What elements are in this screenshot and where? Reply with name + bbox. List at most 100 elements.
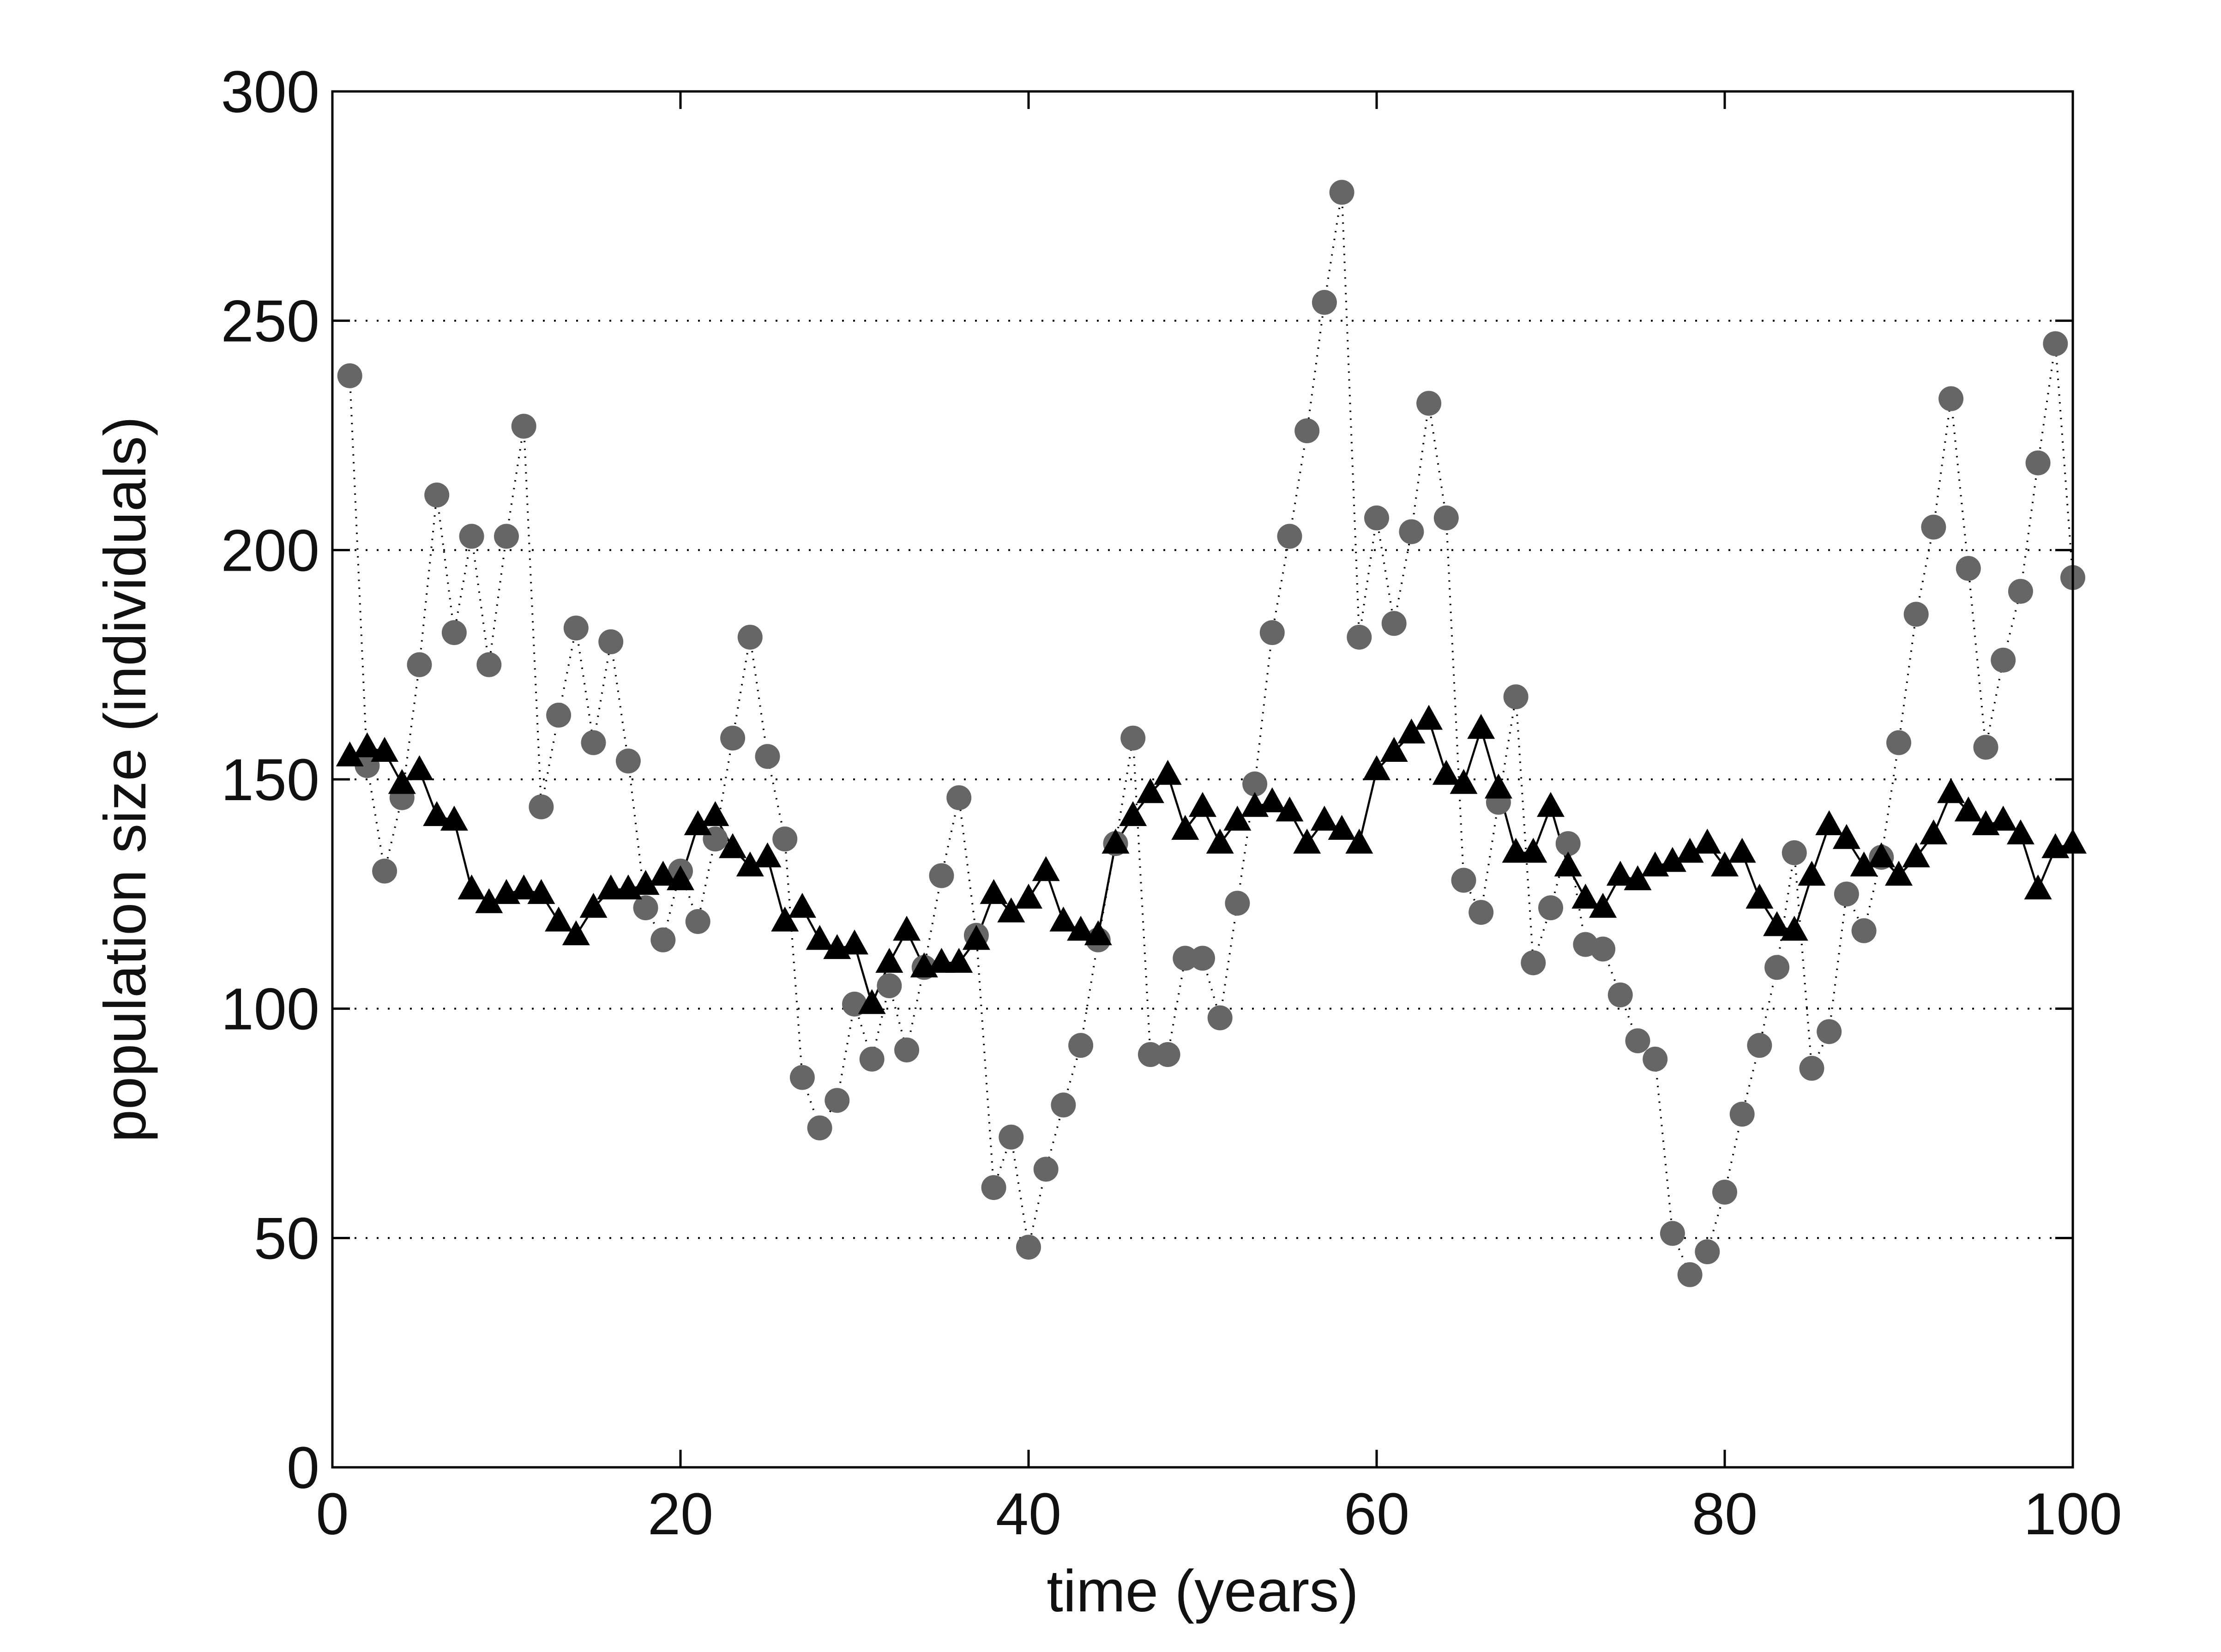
series-0-point-52 xyxy=(1225,891,1250,916)
series-0-point-92 xyxy=(1921,514,1946,540)
series-1-point-87 xyxy=(1832,824,1860,849)
series-0-point-50 xyxy=(1190,946,1215,971)
series-1-point-5 xyxy=(405,755,433,780)
series-1-point-24 xyxy=(736,851,764,877)
series-0-point-56 xyxy=(1294,418,1320,444)
series-0-point-93 xyxy=(1938,386,1964,411)
series-1-point-37 xyxy=(962,925,990,950)
x-tick-label-2: 40 xyxy=(996,1481,1061,1547)
series-0-point-41 xyxy=(1033,1157,1059,1182)
series-0-point-31 xyxy=(859,1046,885,1072)
series-1-point-63 xyxy=(1415,705,1443,730)
series-1-point-71 xyxy=(1554,851,1582,877)
series-1-point-79 xyxy=(1693,828,1721,854)
series-0-point-86 xyxy=(1817,1019,1842,1044)
series-0-point-47 xyxy=(1138,1042,1163,1067)
series-1-point-20 xyxy=(667,865,694,891)
series-1-point-85 xyxy=(1798,861,1826,886)
series-1-point-57 xyxy=(1310,806,1338,831)
series-0-point-80 xyxy=(1712,1180,1737,1205)
axis-ticks: 0 50 100 150 200 250 300 0 20 40 60 80 100 xyxy=(221,59,2122,1547)
series-1-point-43 xyxy=(1067,916,1095,941)
series-0-point-53 xyxy=(1242,771,1268,796)
series-0-point-17 xyxy=(615,748,641,774)
series-1-point-41 xyxy=(1032,856,1060,881)
series-1-point-82 xyxy=(1746,883,1774,909)
series-1-point-38 xyxy=(980,879,1008,904)
series-1-point-44 xyxy=(1084,920,1112,946)
series-0-point-81 xyxy=(1729,1102,1755,1127)
series-0-point-94 xyxy=(1956,556,1981,581)
x-tick-label-1: 20 xyxy=(648,1481,713,1547)
series-0-point-6 xyxy=(424,482,450,508)
series-1-point-11 xyxy=(510,874,538,899)
series-1-point-84 xyxy=(1780,916,1808,941)
series-1-point-65 xyxy=(1450,769,1478,794)
series-1-point-30 xyxy=(841,929,868,955)
series-1-point-88 xyxy=(1850,851,1878,877)
series-1-point-90 xyxy=(1885,861,1913,886)
series-0-point-48 xyxy=(1155,1042,1180,1067)
series-0-point-65 xyxy=(1451,868,1476,893)
series-0-point-27 xyxy=(789,1065,815,1090)
series-0-point-29 xyxy=(825,1088,850,1113)
series-1-point-73 xyxy=(1589,892,1617,918)
series-0-point-76 xyxy=(1643,1046,1668,1072)
series-0-point-33 xyxy=(894,1037,920,1063)
series-0-point-79 xyxy=(1695,1239,1720,1265)
series-0-point-5 xyxy=(407,652,432,677)
series-1-point-18 xyxy=(632,870,660,895)
series-1-point-58 xyxy=(1328,814,1356,840)
series-0-point-83 xyxy=(1764,955,1790,980)
series-1-point-51 xyxy=(1206,828,1234,854)
series-0-point-12 xyxy=(529,794,554,820)
series-1-point-2 xyxy=(353,732,381,758)
series-1-point-6 xyxy=(423,801,451,826)
series-1-point-4 xyxy=(388,769,416,794)
series-1-point-77 xyxy=(1658,847,1686,872)
series-0-point-43 xyxy=(1068,1033,1094,1058)
series-0-point-9 xyxy=(476,652,502,677)
series-1-point-32 xyxy=(875,947,903,973)
series-1-point-27 xyxy=(788,892,816,918)
series-1-point-62 xyxy=(1397,718,1426,744)
series-1-point-13 xyxy=(545,906,573,932)
series-0-point-10 xyxy=(494,524,519,549)
series-1-point-36 xyxy=(945,947,973,973)
series-0-point-71 xyxy=(1555,831,1581,856)
series-0-point-16 xyxy=(598,629,624,654)
series-0-point-39 xyxy=(999,1124,1024,1150)
series-0-point-90 xyxy=(1886,730,1911,755)
series-0-point-8 xyxy=(459,524,484,549)
series-0-point-60 xyxy=(1364,505,1389,531)
series-1-point-31 xyxy=(858,989,886,1014)
series-1-point-33 xyxy=(893,916,921,941)
series-0-point-55 xyxy=(1277,524,1302,549)
series-1-point-68 xyxy=(1502,838,1530,863)
series-0-point-36 xyxy=(946,785,972,810)
series-0-point-49 xyxy=(1173,946,1198,971)
series-0-point-85 xyxy=(1799,1055,1824,1081)
series-1-point-94 xyxy=(1954,796,1982,822)
series-1-point-55 xyxy=(1276,796,1304,822)
x-tick-label-4: 80 xyxy=(1692,1481,1758,1547)
series-0-point-78 xyxy=(1677,1262,1703,1287)
series-0-point-70 xyxy=(1538,895,1563,921)
y-tick-label-1: 50 xyxy=(254,1206,319,1272)
y-tick-label-0: 0 xyxy=(287,1435,319,1501)
y-tick-label-2: 100 xyxy=(221,977,319,1043)
series-1-point-61 xyxy=(1380,737,1408,762)
series-1-point-26 xyxy=(771,906,799,932)
series-1-point-70 xyxy=(1537,792,1565,817)
series-1-point-89 xyxy=(1867,842,1896,868)
series-0-point-63 xyxy=(1416,391,1442,416)
series-1-point-80 xyxy=(1711,851,1739,877)
series-0-point-28 xyxy=(807,1115,832,1140)
series-1-point-14 xyxy=(562,920,590,946)
series-1-point-98 xyxy=(2024,874,2052,899)
series-1-point-50 xyxy=(1189,792,1216,817)
series-0-point-59 xyxy=(1347,625,1372,650)
series-0-point-26 xyxy=(772,826,798,852)
series-0-point-38 xyxy=(981,1175,1006,1200)
